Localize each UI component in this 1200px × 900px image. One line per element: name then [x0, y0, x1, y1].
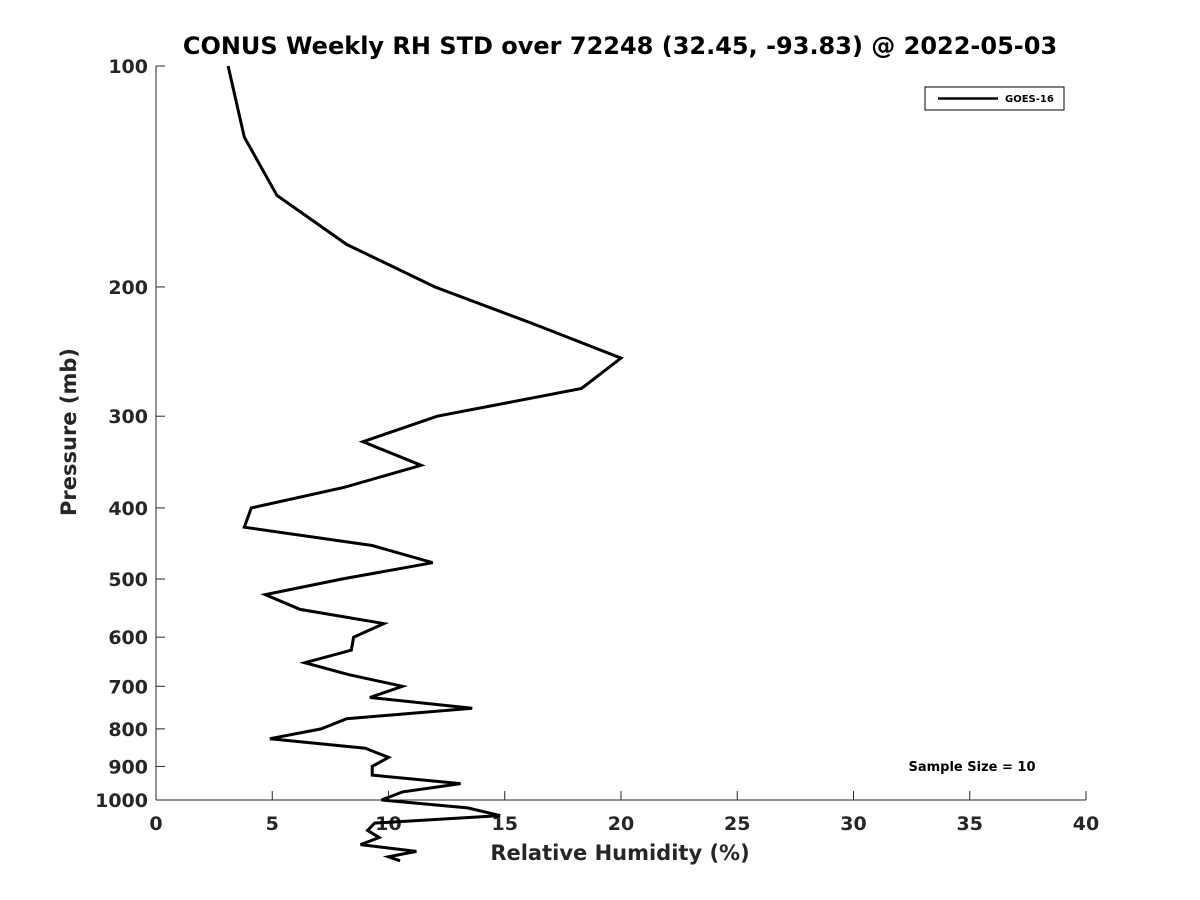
x-tick-label: 35 — [957, 813, 983, 835]
y-tick-label: 300 — [108, 406, 148, 428]
x-tick-label: 40 — [1073, 813, 1099, 835]
x-tick-label: 20 — [608, 813, 634, 835]
legend: GOES-16 — [924, 86, 1065, 111]
x-tick-label: 0 — [149, 813, 162, 835]
y-tick-label: 100 — [108, 56, 148, 78]
y-tick-label: 800 — [108, 719, 148, 741]
y-tick-label: 1000 — [95, 790, 148, 812]
legend-label-goes-16: GOES-16 — [1005, 94, 1054, 105]
axes — [155, 65, 1087, 801]
y-tick-label: 200 — [108, 277, 148, 299]
series-layer — [226, 65, 625, 863]
x-tick-label: 30 — [840, 813, 866, 835]
y-tick-label: 700 — [108, 676, 148, 698]
y-tick-label: 900 — [108, 756, 148, 778]
tick-labels: 0 5 10 15 20 25 30 35 40 100 200 300 400 500 600 700 800… — [95, 56, 1099, 835]
x-axis-label: Relative Humidity (%) — [490, 841, 749, 865]
x-tick-label: 15 — [492, 813, 518, 835]
y-tick-label: 400 — [108, 498, 148, 520]
x-tick-label: 5 — [266, 813, 279, 835]
y-tick-label: 600 — [108, 627, 148, 649]
x-tick-label: 25 — [724, 813, 750, 835]
y-axis-label: Pressure (mb) — [57, 348, 81, 516]
chart-title: CONUS Weekly RH STD over 72248 (32.45, -… — [183, 32, 1057, 60]
x-tick-label: 10 — [375, 813, 401, 835]
y-tick-label: 500 — [108, 569, 148, 591]
sample-size-annotation: Sample Size = 10 — [908, 760, 1035, 775]
series-line-goes-16 — [226, 65, 625, 863]
